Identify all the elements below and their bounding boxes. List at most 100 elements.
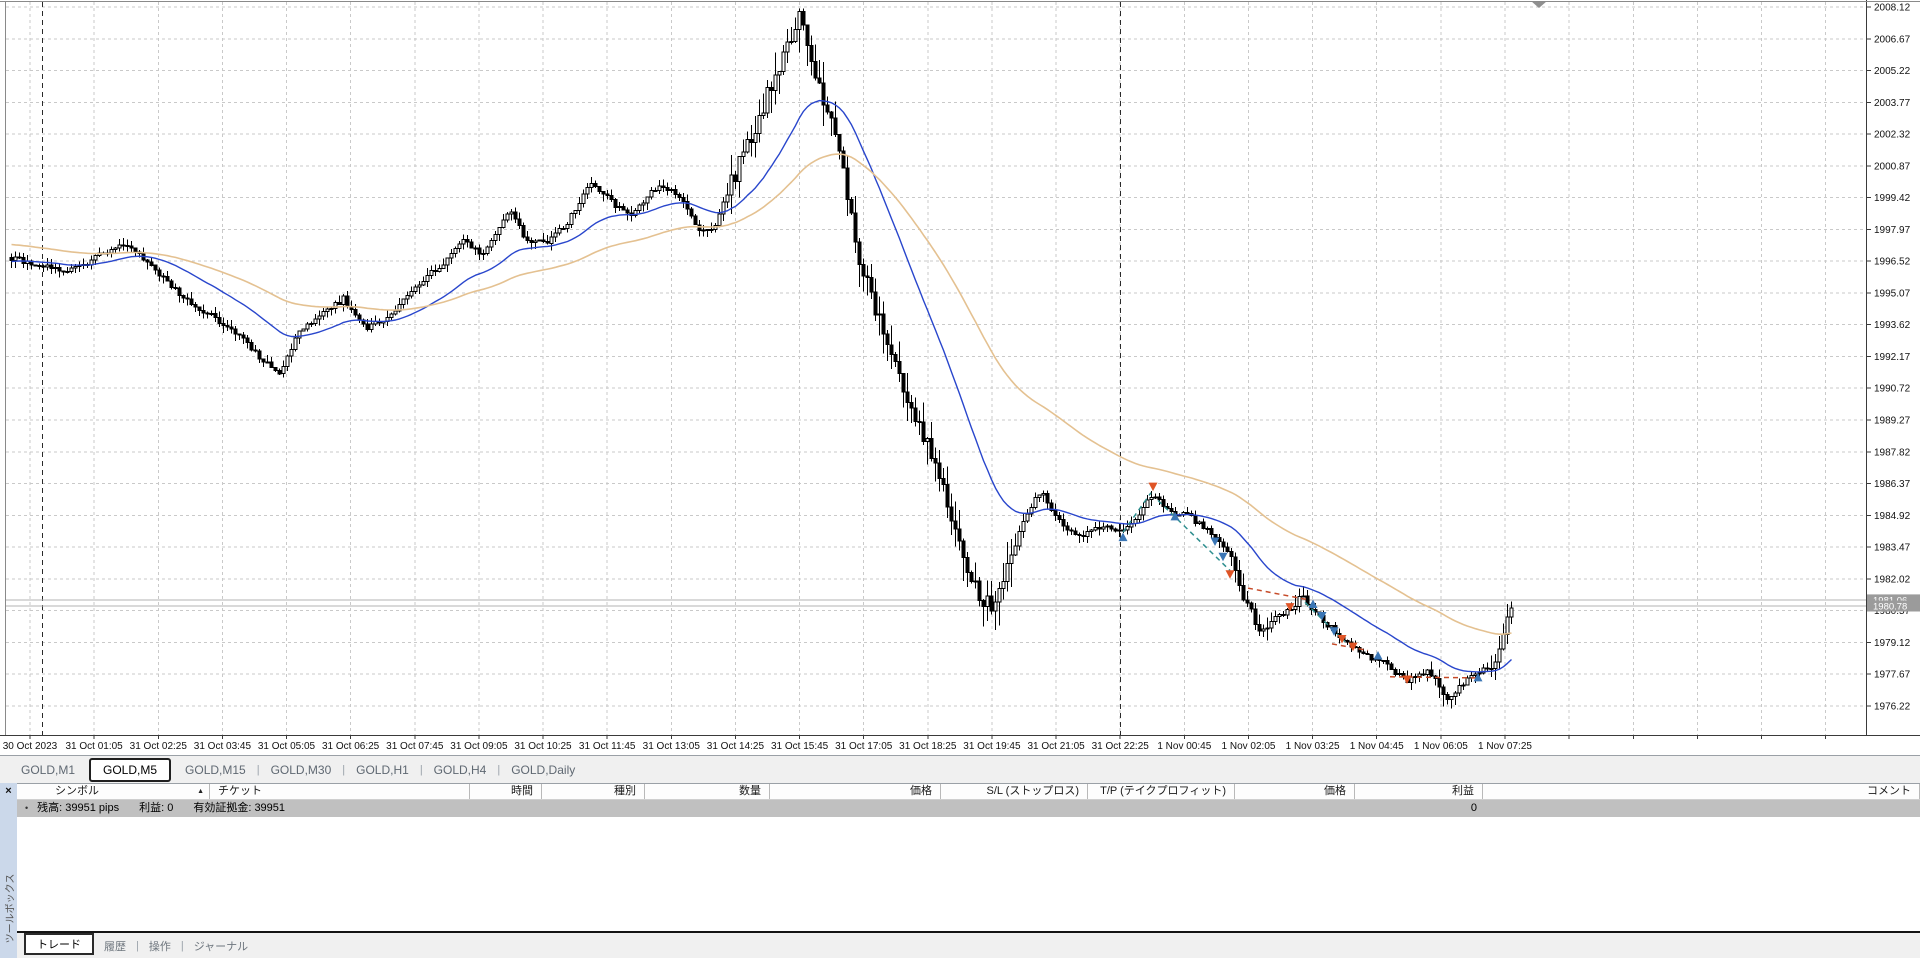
trade-arrow-icon bbox=[1373, 650, 1383, 660]
svg-text:1980.57: 1980.57 bbox=[1874, 606, 1911, 617]
grid bbox=[6, 2, 1866, 735]
price-axis: 2008.12 2006.67 2005.22 2003.77 2002.32 2000.… bbox=[1866, 0, 1911, 735]
column-header-[interactable]: 数量 bbox=[645, 784, 770, 799]
svg-text:31 Oct 11:45: 31 Oct 11:45 bbox=[579, 741, 636, 752]
bid-ask-lines bbox=[6, 599, 1866, 607]
svg-text:31 Oct 07:45: 31 Oct 07:45 bbox=[386, 741, 444, 752]
svg-text:31 Oct 06:25: 31 Oct 06:25 bbox=[322, 741, 380, 752]
bid-ask-price-boxes: 1981.061980.78 bbox=[1867, 594, 1920, 613]
tab-gold-h1[interactable]: GOLD,H1 bbox=[356, 762, 409, 777]
svg-text:1984.92: 1984.92 bbox=[1874, 511, 1911, 522]
column-header-[interactable]: 種別 bbox=[542, 784, 645, 799]
svg-text:31 Oct 22:25: 31 Oct 22:25 bbox=[1092, 741, 1150, 752]
tab-gold-daily[interactable]: GOLD,Daily bbox=[511, 762, 576, 777]
trade-arrow-icon bbox=[1348, 642, 1358, 652]
column-header-label: 種別 bbox=[614, 785, 636, 797]
svg-text:1977.67: 1977.67 bbox=[1874, 670, 1911, 681]
toolbox-tab--[interactable]: トレード bbox=[24, 933, 94, 955]
svg-text:31 Oct 05:05: 31 Oct 05:05 bbox=[258, 741, 316, 752]
svg-text:1993.62: 1993.62 bbox=[1874, 320, 1911, 331]
svg-text:31 Oct 15:45: 31 Oct 15:45 bbox=[771, 741, 829, 752]
column-header-label: シンボル bbox=[55, 785, 99, 797]
tab-gold-m15[interactable]: GOLD,M15 bbox=[185, 762, 246, 777]
balance-text: 残高: 39951 pips 利益: 0 有効証拠金: 39951 bbox=[37, 802, 305, 814]
svg-text:31 Oct 17:05: 31 Oct 17:05 bbox=[835, 741, 893, 752]
svg-text:31 Oct 10:25: 31 Oct 10:25 bbox=[514, 741, 572, 752]
svg-text:1989.27: 1989.27 bbox=[1874, 416, 1911, 427]
svg-text:31 Oct 13:05: 31 Oct 13:05 bbox=[643, 741, 701, 752]
svg-text:1 Nov 03:25: 1 Nov 03:25 bbox=[1286, 741, 1340, 752]
svg-text:31 Oct 19:45: 31 Oct 19:45 bbox=[963, 741, 1021, 752]
balance-row[interactable]: • 残高: 39951 pips 利益: 0 有効証拠金: 39951 0 bbox=[0, 800, 1920, 817]
balance-segment: 有効証拠金: 39951 bbox=[193, 802, 286, 814]
svg-text:31 Oct 18:25: 31 Oct 18:25 bbox=[899, 741, 957, 752]
column-header-[interactable]: コメント bbox=[1483, 784, 1920, 799]
svg-text:1996.52: 1996.52 bbox=[1874, 257, 1911, 268]
trade-arrow-icon bbox=[1148, 482, 1158, 492]
tab-gold-m30[interactable]: GOLD,M30 bbox=[270, 762, 332, 777]
toolbox-panel: シンボル ▲ チケット 時間 種別 数量 価格 S/L (ストップロス) T/P (テイクプロフ… bbox=[0, 783, 1920, 958]
tab-gold-h4[interactable]: GOLD,H4 bbox=[433, 762, 487, 777]
svg-text:1990.72: 1990.72 bbox=[1874, 384, 1911, 395]
trade-connector-dash bbox=[1389, 676, 1477, 679]
svg-text:31 Oct 02:25: 31 Oct 02:25 bbox=[130, 741, 188, 752]
tab-gold-m1[interactable]: GOLD,M1 bbox=[21, 762, 76, 777]
balance-segment: 残高: 39951 pips bbox=[37, 802, 120, 814]
toolbox-tabbar: トレード 履歴 | 操作 | ジャーナル bbox=[0, 931, 1920, 958]
svg-text:2006.67: 2006.67 bbox=[1874, 34, 1911, 45]
svg-text:1 Nov 00:45: 1 Nov 00:45 bbox=[1157, 741, 1211, 752]
balance-bullet-icon: • bbox=[25, 803, 29, 813]
tab-gold-m5[interactable]: GOLD,M5 bbox=[89, 757, 172, 782]
price-chart[interactable]: 2008.12 2006.67 2005.22 2003.77 2002.32 2000.… bbox=[0, 0, 1920, 755]
tab-separator: | bbox=[497, 763, 501, 776]
column-header-[interactable]: チケット bbox=[210, 784, 470, 799]
svg-text:1997.97: 1997.97 bbox=[1874, 225, 1911, 236]
svg-text:2005.22: 2005.22 bbox=[1874, 66, 1911, 77]
svg-text:1 Nov 06:05: 1 Nov 06:05 bbox=[1414, 741, 1468, 752]
trade-arrow-icon bbox=[1473, 672, 1483, 682]
toolbox-tab--[interactable]: ジャーナル bbox=[193, 940, 249, 953]
tab-separator: | bbox=[419, 763, 423, 776]
balance-profit-value: 0 bbox=[1470, 802, 1477, 814]
column-header-[interactable]: シンボル ▲ bbox=[18, 784, 210, 799]
trade-arrow-icon bbox=[1317, 611, 1327, 621]
column-header-[interactable]: 時間 bbox=[470, 784, 542, 799]
column-header-[interactable]: 価格 bbox=[1235, 784, 1355, 799]
column-header-label: 価格 bbox=[910, 785, 932, 797]
svg-text:1999.42: 1999.42 bbox=[1874, 193, 1911, 204]
column-header-label: チケット bbox=[218, 785, 262, 797]
time-axis: 30 Oct 2023 31 Oct 01:05 31 Oct 02:25 31 Oc… bbox=[0, 735, 1920, 752]
toolbox-strip-title: ツールボックス bbox=[5, 873, 16, 944]
svg-text:31 Oct 03:45: 31 Oct 03:45 bbox=[194, 741, 252, 752]
toolbox-tab--[interactable]: 履歴 bbox=[104, 940, 126, 953]
svg-text:1 Nov 07:25: 1 Nov 07:25 bbox=[1478, 741, 1532, 752]
toolbox-strip: × ツールボックス bbox=[0, 783, 17, 958]
trade-list-empty-area[interactable] bbox=[0, 817, 1920, 931]
svg-text:1979.12: 1979.12 bbox=[1874, 638, 1911, 649]
svg-text:31 Oct 14:25: 31 Oct 14:25 bbox=[707, 741, 765, 752]
toolbox-tab--[interactable]: 操作 bbox=[148, 940, 171, 953]
tab-separator: | bbox=[180, 939, 184, 952]
chart-shift-icon bbox=[1531, 1, 1547, 8]
chart-period-tabbar: GOLD,M1 GOLD,M5 GOLD,M15 | GOLD,M30 | GOLD,H1 |… bbox=[0, 755, 1920, 783]
column-header-label: S/L (ストップロス) bbox=[986, 785, 1080, 797]
column-header-[interactable]: 価格 bbox=[770, 784, 941, 799]
svg-text:1987.82: 1987.82 bbox=[1874, 447, 1911, 458]
svg-text:2003.77: 2003.77 bbox=[1874, 98, 1911, 109]
trade-connector-dash bbox=[1331, 643, 1369, 652]
column-header-[interactable]: 利益 bbox=[1355, 784, 1483, 799]
trade-arrow-icon bbox=[1210, 537, 1220, 546]
trade-markers bbox=[1118, 482, 1483, 684]
svg-text:1 Nov 04:45: 1 Nov 04:45 bbox=[1350, 741, 1404, 752]
tab-separator: | bbox=[256, 763, 260, 776]
trade-arrow-icon bbox=[1218, 552, 1228, 562]
column-header-sl[interactable]: S/L (ストップロス) bbox=[941, 784, 1088, 799]
column-header-label: コメント bbox=[1867, 785, 1911, 797]
svg-text:1983.47: 1983.47 bbox=[1874, 543, 1911, 554]
column-header-tp[interactable]: T/P (テイクプロフィット) bbox=[1088, 784, 1235, 799]
close-icon[interactable]: × bbox=[5, 785, 12, 797]
svg-text:1986.37: 1986.37 bbox=[1874, 479, 1911, 490]
svg-text:2002.32: 2002.32 bbox=[1874, 130, 1911, 141]
column-header-label: T/P (テイクプロフィット) bbox=[1100, 785, 1226, 797]
